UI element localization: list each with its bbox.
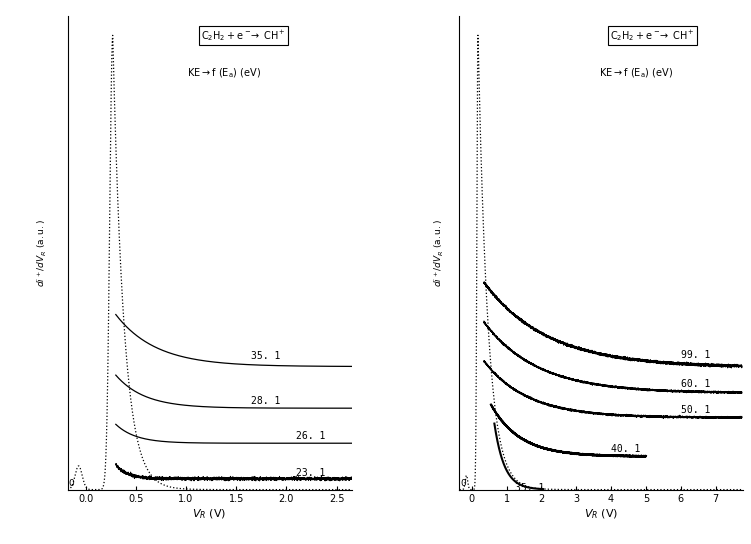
Text: 50. 1: 50. 1 xyxy=(680,405,710,415)
Text: 60. 1: 60. 1 xyxy=(680,379,710,389)
Text: $\mathrm{KE{\rightarrow}f\ (E_a)\ (eV)}$: $\mathrm{KE{\rightarrow}f\ (E_a)\ (eV)}$ xyxy=(599,66,673,79)
Text: 28. 1: 28. 1 xyxy=(252,396,281,406)
Text: $\mathrm{KE{\rightarrow}f\ (E_a)\ (eV)}$: $\mathrm{KE{\rightarrow}f\ (E_a)\ (eV)}$ xyxy=(187,66,261,79)
Text: 40. 1: 40. 1 xyxy=(611,444,641,454)
Text: 35. 1: 35. 1 xyxy=(252,351,281,361)
Text: 26. 1: 26. 1 xyxy=(297,431,326,441)
X-axis label: $V_R\ \mathrm{(V)}$: $V_R\ \mathrm{(V)}$ xyxy=(192,507,227,521)
Text: $di^+/dV_R\ \mathrm{(a.u.)}$: $di^+/dV_R\ \mathrm{(a.u.)}$ xyxy=(433,219,446,287)
Text: 0: 0 xyxy=(460,479,466,488)
Text: 35. 1: 35. 1 xyxy=(515,483,544,493)
X-axis label: $V_R\ \mathrm{(V)}$: $V_R\ \mathrm{(V)}$ xyxy=(584,507,619,521)
Text: $\mathrm{C_2H_2+e^-\!\!\rightarrow\ CH^+}$: $\mathrm{C_2H_2+e^-\!\!\rightarrow\ CH^+… xyxy=(201,28,286,43)
Text: $di^+/dV_R\ \mathrm{(a.u.)}$: $di^+/dV_R\ \mathrm{(a.u.)}$ xyxy=(35,219,49,287)
Text: 23. 1: 23. 1 xyxy=(297,468,326,478)
Text: $\mathrm{C_2H_2+e^-\!\!\rightarrow\ CH^+}$: $\mathrm{C_2H_2+e^-\!\!\rightarrow\ CH^+… xyxy=(611,28,695,43)
Text: 0: 0 xyxy=(68,479,74,488)
Text: 99. 1: 99. 1 xyxy=(680,350,710,360)
